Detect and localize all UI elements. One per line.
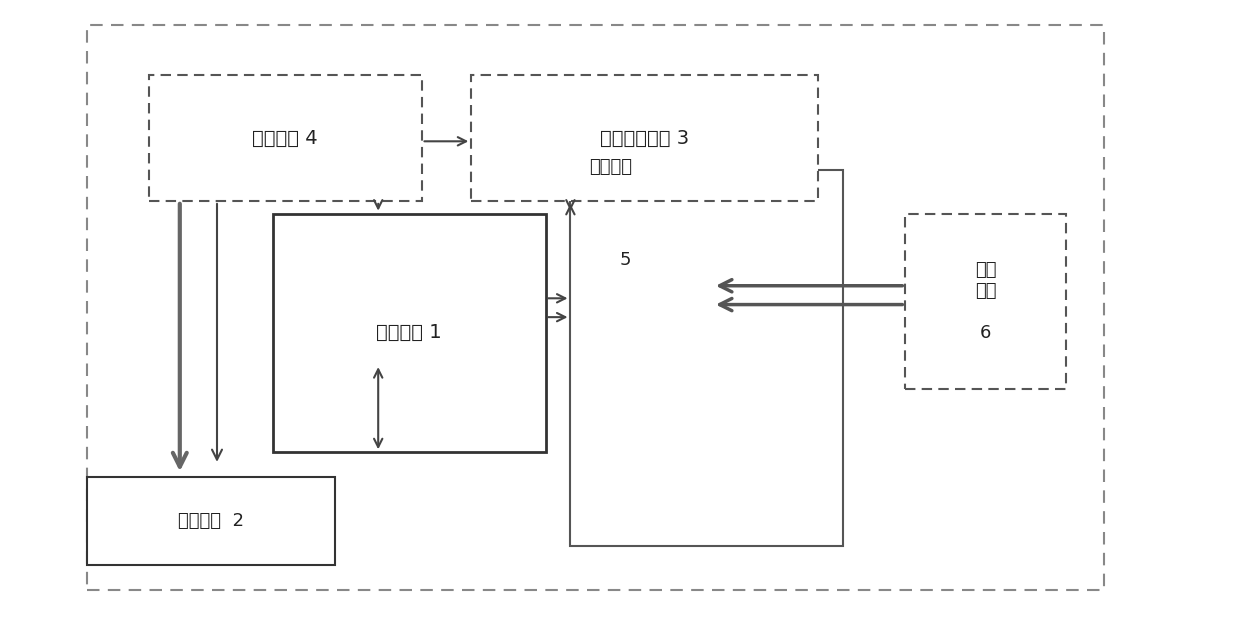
Text: 通讯模块  2: 通讯模块 2 xyxy=(177,512,244,530)
Text: 待烧
芯片

6: 待烧 芯片 6 xyxy=(975,261,997,342)
FancyBboxPatch shape xyxy=(570,170,843,546)
Text: 人机接口模块 3: 人机接口模块 3 xyxy=(600,129,689,148)
Text: 芯片插座: 芯片插座 xyxy=(589,158,632,176)
FancyBboxPatch shape xyxy=(273,214,546,452)
Text: 5: 5 xyxy=(620,251,631,269)
FancyBboxPatch shape xyxy=(149,75,422,201)
FancyBboxPatch shape xyxy=(87,477,335,565)
FancyBboxPatch shape xyxy=(905,214,1066,389)
FancyBboxPatch shape xyxy=(471,75,818,201)
Text: 电源模块 4: 电源模块 4 xyxy=(253,129,317,148)
FancyBboxPatch shape xyxy=(87,25,1104,590)
Text: 主控模块 1: 主控模块 1 xyxy=(377,323,441,342)
